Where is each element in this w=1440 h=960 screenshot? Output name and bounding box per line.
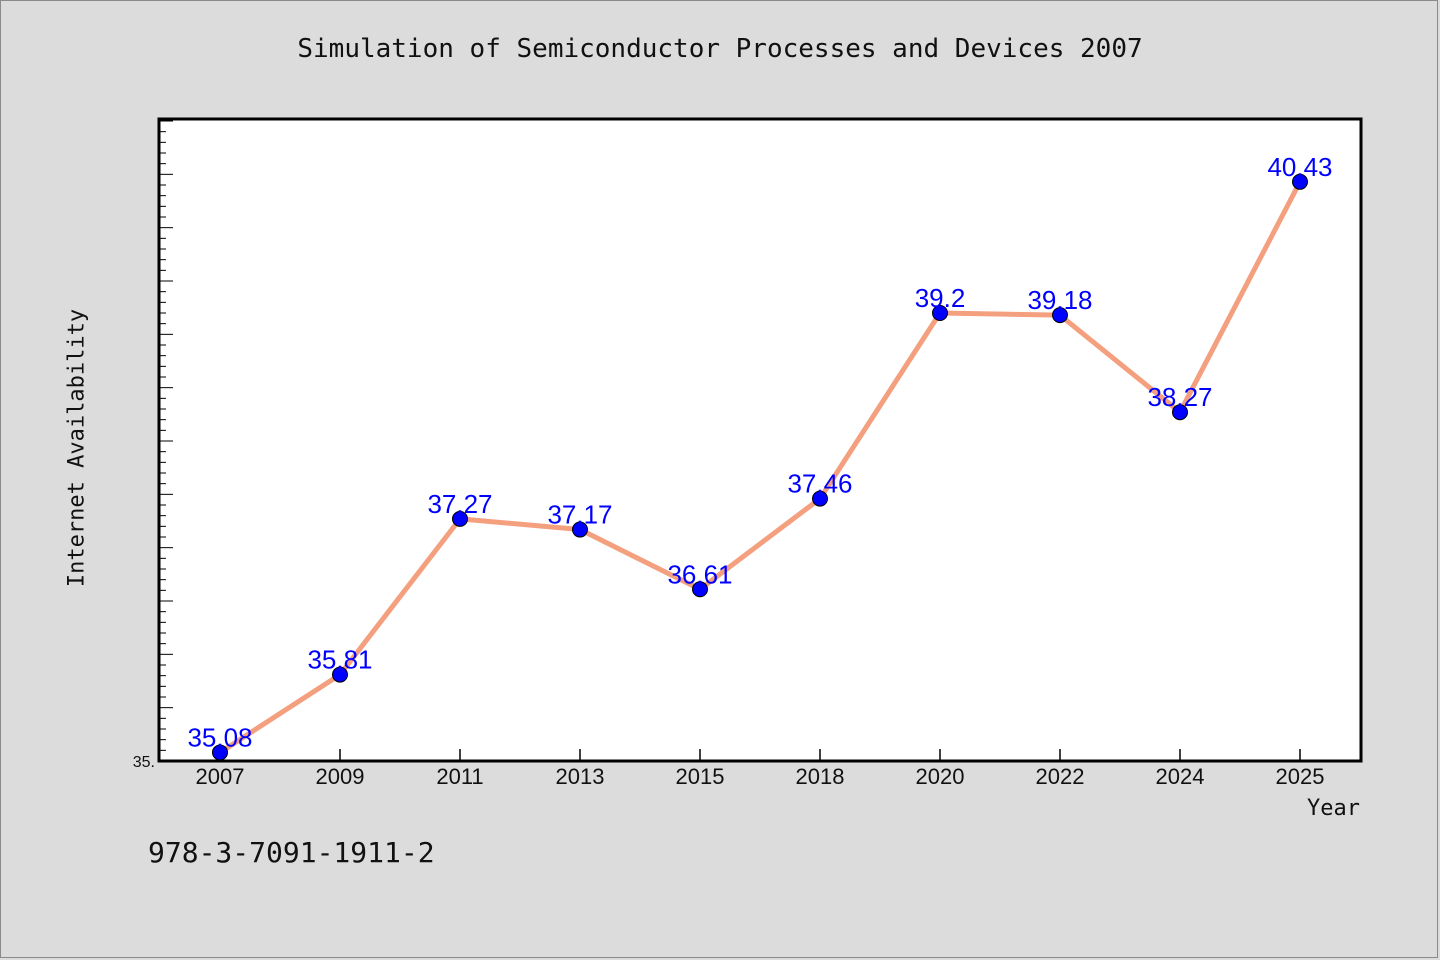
data-point bbox=[1052, 307, 1068, 324]
data-label: 35.81 bbox=[307, 645, 372, 675]
data-label: 36.61 bbox=[667, 559, 732, 589]
data-point bbox=[1292, 173, 1308, 190]
isbn-text: 978-3-7091-1911-2 bbox=[148, 836, 435, 869]
data-point bbox=[572, 521, 588, 538]
x-tick-label: 2011 bbox=[436, 764, 483, 789]
x-tick-label: 2007 bbox=[196, 764, 245, 789]
data-point bbox=[932, 305, 948, 321]
data-label: 37.46 bbox=[787, 469, 852, 499]
plot-area: 35. 2007 2009 2011 2013 2015 2018 2020 2022 2024 2… bbox=[133, 117, 1363, 789]
series-line bbox=[217, 179, 1303, 755]
x-tick-label: 2009 bbox=[316, 764, 365, 789]
data-label: 40.43 bbox=[1267, 152, 1332, 182]
chart-title: Simulation of Semiconductor Processes an… bbox=[297, 34, 1143, 64]
plot-frame bbox=[157, 117, 1363, 763]
x-tick-label: 2025 bbox=[1276, 764, 1325, 789]
x-tick-label: 2018 bbox=[796, 764, 845, 789]
x-tick-label: 2024 bbox=[1156, 764, 1205, 789]
data-label: 35.08 bbox=[187, 722, 252, 752]
data-point bbox=[692, 581, 708, 598]
x-tick-label: 2022 bbox=[1036, 764, 1085, 789]
data-point bbox=[212, 744, 228, 761]
data-point bbox=[452, 510, 468, 527]
x-tick-label: 2013 bbox=[556, 764, 605, 789]
data-point bbox=[1172, 404, 1188, 421]
data-point bbox=[812, 490, 828, 507]
data-label: 39.18 bbox=[1027, 285, 1092, 315]
data-label: 37.27 bbox=[427, 489, 492, 519]
x-tick-label: 2015 bbox=[676, 764, 725, 789]
data-label: 37.17 bbox=[547, 500, 612, 530]
x-axis-title: Year bbox=[1307, 796, 1360, 821]
data-label: 39.2 bbox=[915, 283, 966, 313]
x-tick-label: 2020 bbox=[916, 764, 965, 789]
y-tick-label: 35. bbox=[133, 754, 155, 771]
data-point bbox=[332, 666, 348, 683]
data-label: 38.27 bbox=[1147, 382, 1212, 412]
